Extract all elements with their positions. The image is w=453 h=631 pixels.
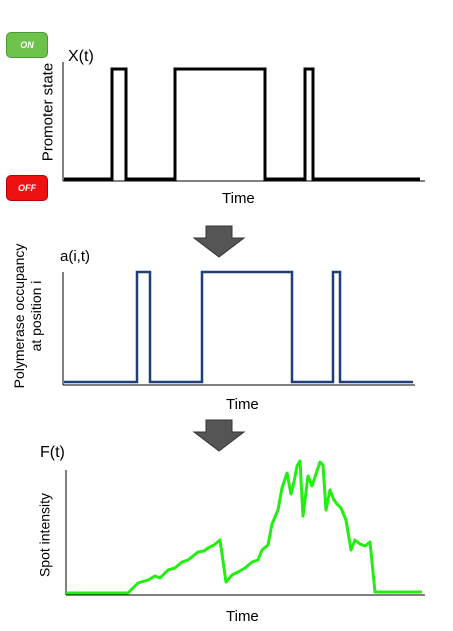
spot-function-label: F(t) xyxy=(40,444,65,461)
spot-axis-title: Spot intensity xyxy=(36,492,53,578)
polymerase-panel xyxy=(62,270,415,386)
on-badge: ON xyxy=(6,32,48,58)
polymerase-axis-title-line1: Polymerase occupancy xyxy=(11,243,27,389)
spot-panel xyxy=(65,459,425,596)
down-arrow-1 xyxy=(192,225,246,258)
polymerase-time-label: Time xyxy=(226,396,259,413)
promoter-axis-title: Promoter state xyxy=(39,62,57,162)
polymerase-function-label: a(i,t) xyxy=(60,248,90,265)
polymerase-occupancy-trace xyxy=(64,270,413,384)
down-arrow-2 xyxy=(192,419,246,452)
promoter-function-label: X(t) xyxy=(68,48,94,65)
polymerase-axis-title: Polymerase occupancy at position i xyxy=(11,244,45,389)
off-badge: OFF xyxy=(6,175,48,201)
spot-time-label: Time xyxy=(226,608,259,625)
spot-intensity-trace xyxy=(66,459,422,595)
promoter-state-trace xyxy=(64,67,420,181)
promoter-time-label: Time xyxy=(222,190,255,207)
promoter-panel xyxy=(62,62,425,182)
polymerase-axis-title-line2: at position i xyxy=(28,280,44,352)
